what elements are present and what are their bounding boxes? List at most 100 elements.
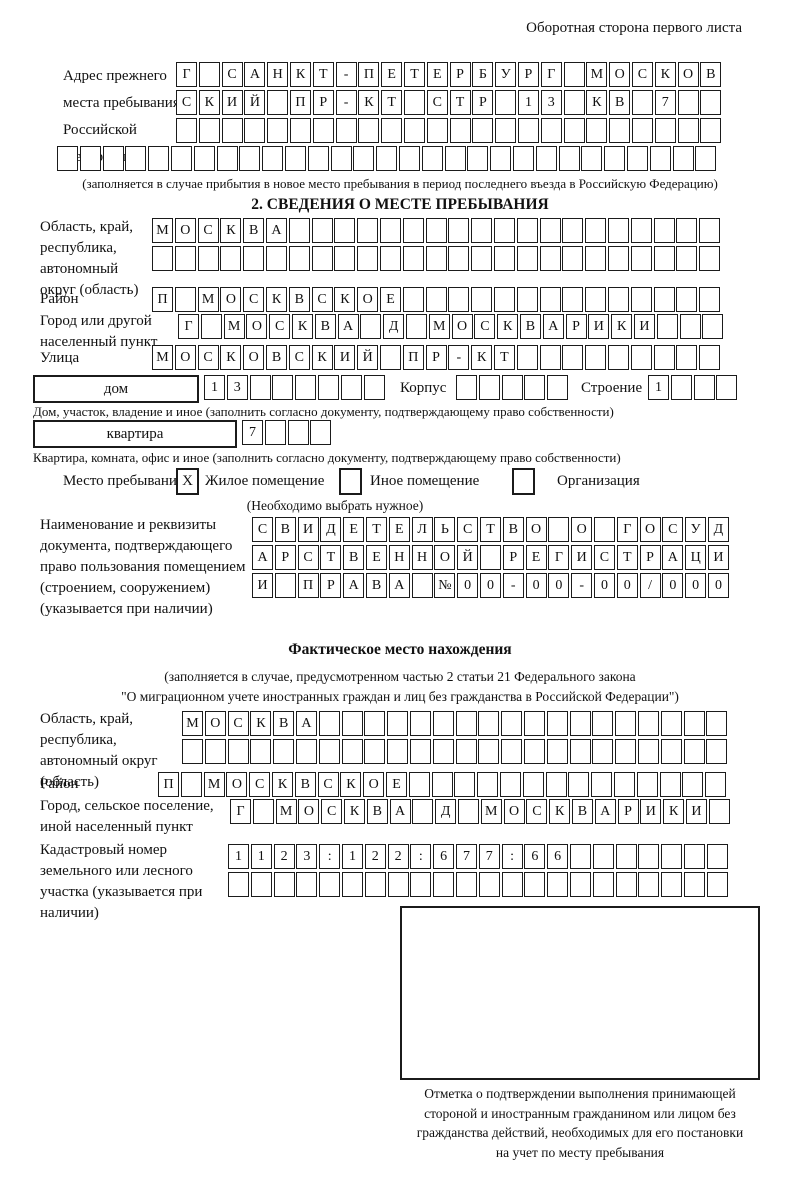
char-cell[interactable] — [631, 118, 653, 143]
char-cell[interactable] — [204, 739, 226, 764]
char-cell[interactable] — [676, 287, 698, 312]
char-cell[interactable]: А — [388, 573, 410, 598]
char-cell[interactable] — [353, 146, 375, 171]
char-cell[interactable]: Д — [383, 314, 405, 339]
char-cell[interactable]: К — [289, 62, 311, 87]
char-cell[interactable] — [706, 739, 728, 764]
char-cell[interactable]: К — [586, 90, 608, 115]
char-cell[interactable]: С — [243, 287, 265, 312]
char-cell[interactable]: Д — [320, 517, 342, 542]
char-cell[interactable] — [563, 62, 585, 87]
char-cell[interactable] — [706, 711, 728, 736]
char-cell[interactable] — [649, 146, 671, 171]
char-cell[interactable]: Е — [343, 517, 365, 542]
char-cell[interactable]: С — [474, 314, 496, 339]
char-cell[interactable]: К — [291, 314, 313, 339]
char-cell[interactable]: О — [226, 772, 248, 797]
char-cell[interactable]: Н — [388, 545, 410, 570]
char-cell[interactable] — [607, 287, 629, 312]
char-cell[interactable] — [562, 246, 584, 271]
char-cell[interactable]: Р — [617, 799, 639, 824]
char-cell[interactable] — [448, 287, 470, 312]
char-cell[interactable]: А — [343, 573, 365, 598]
char-cell[interactable] — [405, 314, 427, 339]
char-cell[interactable] — [357, 246, 379, 271]
char-cell[interactable] — [307, 146, 329, 171]
char-cell[interactable] — [239, 146, 261, 171]
char-cell[interactable] — [152, 246, 173, 271]
char-cell[interactable]: 1 — [204, 375, 225, 400]
char-cell[interactable]: С — [269, 314, 291, 339]
char-cell[interactable]: : — [501, 844, 523, 869]
char-cell[interactable] — [548, 517, 570, 542]
char-cell[interactable]: Б — [472, 62, 494, 87]
char-cell[interactable] — [695, 146, 717, 171]
char-cell[interactable] — [653, 246, 675, 271]
char-cell[interactable] — [409, 739, 431, 764]
char-cell[interactable]: И — [588, 314, 610, 339]
char-cell[interactable]: М — [586, 62, 608, 87]
char-cell[interactable]: Н — [267, 62, 289, 87]
char-cell[interactable] — [182, 739, 203, 764]
char-cell[interactable]: О — [246, 314, 268, 339]
char-cell[interactable] — [607, 345, 629, 370]
char-cell[interactable] — [431, 772, 453, 797]
char-cell[interactable] — [262, 146, 284, 171]
char-cell[interactable]: И — [334, 345, 356, 370]
char-cell[interactable] — [170, 146, 192, 171]
char-cell[interactable] — [265, 246, 287, 271]
char-cell[interactable]: С — [252, 517, 273, 542]
char-cell[interactable] — [702, 314, 724, 339]
char-cell[interactable]: Е — [385, 772, 407, 797]
char-cell[interactable] — [426, 118, 448, 143]
char-cell[interactable] — [364, 739, 386, 764]
char-cell[interactable]: О — [609, 62, 631, 87]
char-cell[interactable] — [516, 246, 538, 271]
char-cell[interactable]: П — [289, 90, 311, 115]
char-cell[interactable] — [360, 314, 382, 339]
char-cell[interactable]: О — [639, 517, 661, 542]
char-cell[interactable] — [387, 711, 409, 736]
char-cell[interactable] — [432, 739, 454, 764]
char-cell[interactable]: К — [611, 314, 633, 339]
char-cell[interactable] — [524, 375, 546, 400]
char-cell[interactable] — [615, 711, 637, 736]
char-cell[interactable] — [176, 118, 197, 143]
char-cell[interactable] — [467, 146, 489, 171]
char-cell[interactable] — [403, 118, 425, 143]
char-cell[interactable] — [705, 772, 727, 797]
char-cell[interactable]: М — [182, 711, 203, 736]
char-cell[interactable] — [410, 872, 432, 897]
char-cell[interactable] — [585, 246, 607, 271]
char-cell[interactable]: Ь — [434, 517, 456, 542]
char-cell[interactable] — [284, 146, 306, 171]
char-cell[interactable] — [546, 739, 568, 764]
char-cell[interactable] — [569, 844, 591, 869]
char-cell[interactable]: В — [365, 573, 387, 598]
char-cell[interactable] — [409, 711, 431, 736]
char-cell[interactable]: Е — [379, 287, 401, 312]
char-cell[interactable] — [376, 146, 398, 171]
char-cell[interactable]: 3 — [540, 90, 562, 115]
char-cell[interactable] — [699, 246, 721, 271]
char-cell[interactable] — [402, 246, 424, 271]
char-cell[interactable] — [512, 146, 534, 171]
char-cell[interactable]: О — [451, 314, 473, 339]
char-cell[interactable]: С — [227, 711, 249, 736]
char-cell[interactable]: - — [335, 62, 357, 87]
char-cell[interactable]: Р — [312, 90, 334, 115]
char-cell[interactable]: И — [252, 573, 273, 598]
char-cell[interactable]: Т — [479, 517, 501, 542]
char-cell[interactable]: С — [593, 545, 615, 570]
char-cell[interactable] — [676, 246, 698, 271]
char-cell[interactable] — [630, 287, 652, 312]
char-cell[interactable]: Й — [244, 90, 266, 115]
char-cell[interactable] — [706, 844, 728, 869]
char-cell[interactable] — [364, 711, 386, 736]
char-cell[interactable] — [660, 711, 682, 736]
char-cell[interactable] — [676, 345, 698, 370]
char-cell[interactable]: 0 — [593, 573, 615, 598]
char-cell[interactable] — [478, 872, 500, 897]
char-cell[interactable]: А — [252, 545, 273, 570]
char-cell[interactable] — [312, 118, 334, 143]
